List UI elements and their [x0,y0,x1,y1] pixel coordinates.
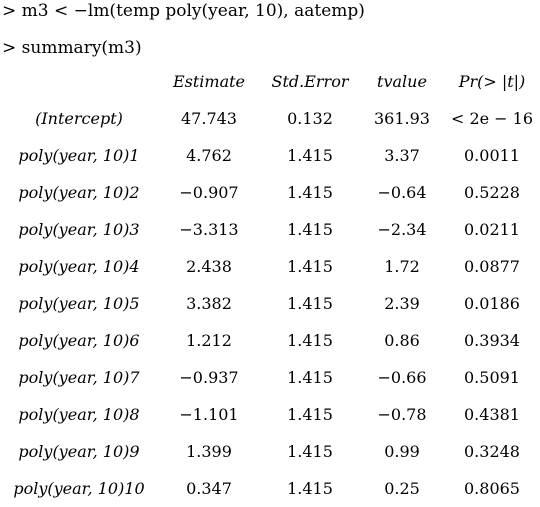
cell-term: poly(year, 10)6 [18,331,140,350]
cell-term: poly(year, 10)10 [13,479,145,498]
header-term [0,63,158,100]
cell-p-value: 0.0186 [464,294,520,313]
cell-estimate: −0.937 [179,368,239,387]
command-line-summary: > summary(m3) [2,38,142,58]
cell-std-error: 1.415 [287,442,333,461]
cell-term: (Intercept) [35,109,123,128]
table-row: poly(year, 10)1 4.762 1.415 3.37 0.0011 [0,137,540,174]
cell-estimate: −1.101 [179,405,239,424]
cell-t-value: 0.99 [384,442,420,461]
cell-std-error: 1.415 [287,183,333,202]
cell-t-value: 2.39 [384,294,420,313]
cell-std-error: 1.415 [287,257,333,276]
command-line-model: > m3 < −lm(temp poly(year, 10), aatemp) [2,1,365,21]
cell-p-value: 0.5228 [464,183,520,202]
table-row: poly(year, 10)10 0.347 1.415 0.25 0.8065 [0,470,540,507]
header-p-value: Pr(> |t|) [458,72,526,91]
cell-estimate: 1.212 [186,331,232,350]
cell-estimate: −3.313 [179,220,239,239]
cell-p-value: < 2e − 16 [450,109,534,128]
cell-t-value: −2.34 [377,220,427,239]
table-row: poly(year, 10)3 −3.313 1.415 −2.34 0.0211 [0,211,540,248]
cell-t-value: −0.78 [377,405,427,424]
cell-term: poly(year, 10)4 [18,257,140,276]
cell-std-error: 1.415 [287,405,333,424]
table-row: poly(year, 10)2 −0.907 1.415 −0.64 0.5228 [0,174,540,211]
cell-term: poly(year, 10)1 [18,146,140,165]
cell-estimate: 3.382 [186,294,232,313]
cell-t-value: −0.66 [377,368,427,387]
cell-term: poly(year, 10)5 [18,294,140,313]
header-estimate: Estimate [172,72,246,91]
cell-estimate: 47.743 [181,109,237,128]
cell-estimate: 2.438 [186,257,232,276]
table-row: poly(year, 10)4 2.438 1.415 1.72 0.0877 [0,248,540,285]
cell-std-error: 1.415 [287,220,333,239]
cell-t-value: 3.37 [384,146,420,165]
cell-term: poly(year, 10)3 [18,220,140,239]
cell-p-value: 0.0011 [464,146,520,165]
cell-std-error: 1.415 [287,146,333,165]
cell-term: poly(year, 10)9 [18,442,140,461]
cell-term: poly(year, 10)8 [18,405,140,424]
cell-t-value: 361.93 [374,109,430,128]
header-std-error: Std.Error [271,72,349,91]
cell-p-value: 0.3934 [464,331,520,350]
table-row: poly(year, 10)6 1.212 1.415 0.86 0.3934 [0,322,540,359]
cell-t-value: 0.25 [384,479,420,498]
cell-p-value: 0.0877 [464,257,520,276]
cell-p-value: 0.8065 [464,479,520,498]
cell-t-value: 1.72 [384,257,420,276]
cell-p-value: 0.4381 [464,405,520,424]
cell-estimate: 0.347 [186,479,232,498]
table-row: poly(year, 10)8 −1.101 1.415 −0.78 0.4381 [0,396,540,433]
cell-estimate: 4.762 [186,146,232,165]
cell-p-value: 0.3248 [464,442,520,461]
cell-term: poly(year, 10)2 [18,183,140,202]
cell-std-error: 0.132 [287,109,333,128]
cell-std-error: 1.415 [287,368,333,387]
table-row: poly(year, 10)9 1.399 1.415 0.99 0.3248 [0,433,540,470]
regression-summary-table: Estimate Std.Error tvalue Pr(> |t|) (Int… [0,63,540,507]
cell-term: poly(year, 10)7 [18,368,140,387]
cell-std-error: 1.415 [287,331,333,350]
cell-std-error: 1.415 [287,479,333,498]
cell-p-value: 0.5091 [464,368,520,387]
cell-estimate: 1.399 [186,442,232,461]
cell-estimate: −0.907 [179,183,239,202]
table-header-row: Estimate Std.Error tvalue Pr(> |t|) [0,63,540,100]
cell-std-error: 1.415 [287,294,333,313]
header-t-value: tvalue [377,72,427,91]
cell-t-value: 0.86 [384,331,420,350]
cell-t-value: −0.64 [377,183,427,202]
table-row: poly(year, 10)5 3.382 1.415 2.39 0.0186 [0,285,540,322]
cell-p-value: 0.0211 [464,220,520,239]
table-row: (Intercept) 47.743 0.132 361.93 < 2e − 16 [0,100,540,137]
table-row: poly(year, 10)7 −0.937 1.415 −0.66 0.5091 [0,359,540,396]
